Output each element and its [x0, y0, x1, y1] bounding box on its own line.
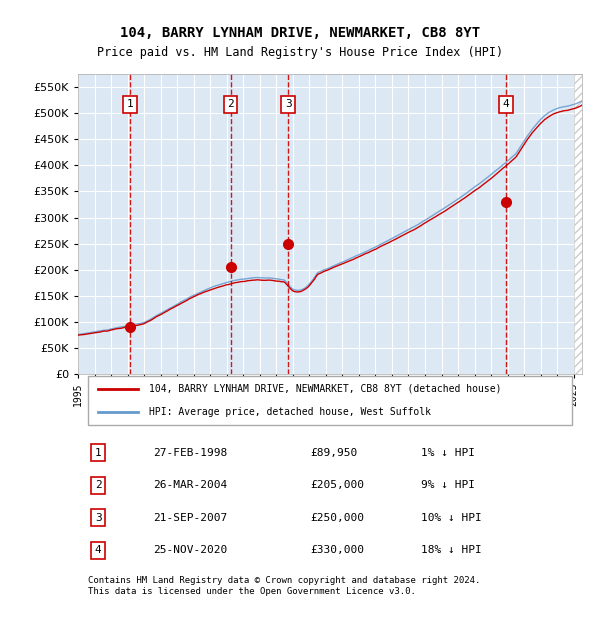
Text: 18% ↓ HPI: 18% ↓ HPI: [421, 546, 481, 556]
Text: 3: 3: [285, 99, 292, 109]
Text: 2: 2: [95, 480, 101, 490]
Text: 25-NOV-2020: 25-NOV-2020: [154, 546, 228, 556]
Text: 21-SEP-2007: 21-SEP-2007: [154, 513, 228, 523]
Text: 27-FEB-1998: 27-FEB-1998: [154, 448, 228, 458]
Text: 4: 4: [95, 546, 101, 556]
Text: Contains HM Land Registry data © Crown copyright and database right 2024.
This d: Contains HM Land Registry data © Crown c…: [88, 576, 481, 596]
Text: 104, BARRY LYNHAM DRIVE, NEWMARKET, CB8 8YT: 104, BARRY LYNHAM DRIVE, NEWMARKET, CB8 …: [120, 26, 480, 40]
Text: 2: 2: [227, 99, 234, 109]
Text: 10% ↓ HPI: 10% ↓ HPI: [421, 513, 481, 523]
Text: £89,950: £89,950: [310, 448, 357, 458]
Text: 4: 4: [503, 99, 509, 109]
Text: 9% ↓ HPI: 9% ↓ HPI: [421, 480, 475, 490]
Text: 104, BARRY LYNHAM DRIVE, NEWMARKET, CB8 8YT (detached house): 104, BARRY LYNHAM DRIVE, NEWMARKET, CB8 …: [149, 384, 501, 394]
Text: 1: 1: [127, 99, 133, 109]
Text: 26-MAR-2004: 26-MAR-2004: [154, 480, 228, 490]
Text: HPI: Average price, detached house, West Suffolk: HPI: Average price, detached house, West…: [149, 407, 431, 417]
Text: 3: 3: [95, 513, 101, 523]
Text: Price paid vs. HM Land Registry's House Price Index (HPI): Price paid vs. HM Land Registry's House …: [97, 46, 503, 59]
Text: £205,000: £205,000: [310, 480, 364, 490]
Text: 1: 1: [95, 448, 101, 458]
FancyBboxPatch shape: [88, 376, 572, 425]
Text: 1% ↓ HPI: 1% ↓ HPI: [421, 448, 475, 458]
Text: £250,000: £250,000: [310, 513, 364, 523]
Text: £330,000: £330,000: [310, 546, 364, 556]
